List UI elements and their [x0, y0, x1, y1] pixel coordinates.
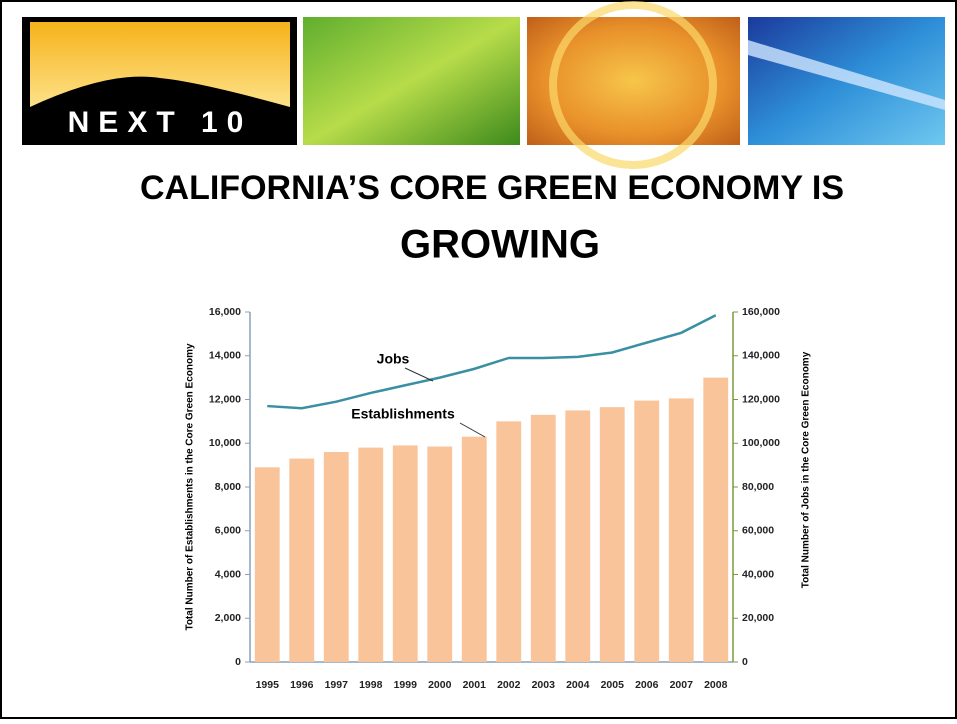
y2-tick-label: 60,000	[742, 525, 774, 537]
x-tick-label: 2000	[428, 679, 452, 691]
bar	[323, 452, 349, 662]
y2-tick-label: 20,000	[742, 612, 774, 624]
y-tick-label: 10,000	[209, 437, 241, 449]
bar	[427, 446, 453, 662]
y-tick-label: 8,000	[215, 481, 241, 493]
x-tick-label: 1998	[359, 679, 383, 691]
y2-tick-label: 0	[742, 656, 748, 668]
y2-tick-label: 160,000	[742, 306, 780, 318]
y2-axis-label: Total Number of Jobs in the Core Green E…	[801, 351, 812, 588]
x-tick-label: 2006	[635, 679, 659, 691]
x-tick-label: 1996	[290, 679, 314, 691]
x-tick-label: 2004	[566, 679, 590, 691]
y-tick-label: 6,000	[215, 525, 241, 537]
x-tick-label: 2005	[601, 679, 625, 691]
bar	[530, 414, 556, 662]
seal-image	[527, 17, 740, 145]
hills-image	[303, 17, 520, 145]
bar	[668, 398, 694, 662]
logo-text: NEXT 10	[68, 106, 253, 139]
bar	[289, 458, 315, 662]
slide-title-line: GROWING	[400, 223, 600, 267]
y-tick-label: 2,000	[215, 612, 241, 624]
y2-tick-label: 140,000	[742, 350, 780, 362]
x-tick-label: 2003	[532, 679, 556, 691]
series-label: Establishments	[351, 406, 455, 422]
bridge-deck	[748, 40, 945, 110]
slide-title-line: CALIFORNIA’S CORE GREEN ECONOMY IS	[140, 169, 844, 207]
bar	[496, 421, 522, 662]
y-tick-label: 12,000	[209, 393, 241, 405]
banner: NEXT 10	[22, 1, 945, 169]
x-tick-label: 2001	[463, 679, 487, 691]
y2-tick-label: 40,000	[742, 568, 774, 580]
seal-ring	[549, 1, 717, 169]
bar	[461, 436, 487, 662]
y2-tick-label: 120,000	[742, 393, 780, 405]
x-tick-label: 2008	[704, 679, 728, 691]
series-label: Jobs	[377, 351, 410, 367]
y-tick-label: 4,000	[215, 568, 241, 580]
x-tick-label: 1999	[394, 679, 418, 691]
x-tick-label: 1997	[325, 679, 349, 691]
line	[267, 314, 717, 410]
logo-hill	[30, 76, 290, 107]
y2-tick-label: 80,000	[742, 481, 774, 493]
bar	[254, 467, 280, 662]
y-tick-label: 0	[235, 656, 241, 668]
y2-tick-label: 100,000	[742, 437, 780, 449]
y-tick-label: 14,000	[209, 350, 241, 362]
y-axis-label: Total Number of Establishments in the Co…	[185, 343, 196, 631]
bar	[392, 445, 418, 662]
pointer	[404, 367, 434, 382]
x-tick-label: 2007	[670, 679, 694, 691]
bar	[599, 407, 625, 662]
bar	[703, 377, 729, 662]
y-tick-label: 16,000	[209, 306, 241, 318]
bar	[565, 410, 591, 662]
bar	[358, 447, 384, 662]
bar	[634, 400, 660, 662]
x-tick-label: 2002	[497, 679, 521, 691]
x-tick-label: 1995	[256, 679, 280, 691]
pointer	[459, 422, 486, 438]
